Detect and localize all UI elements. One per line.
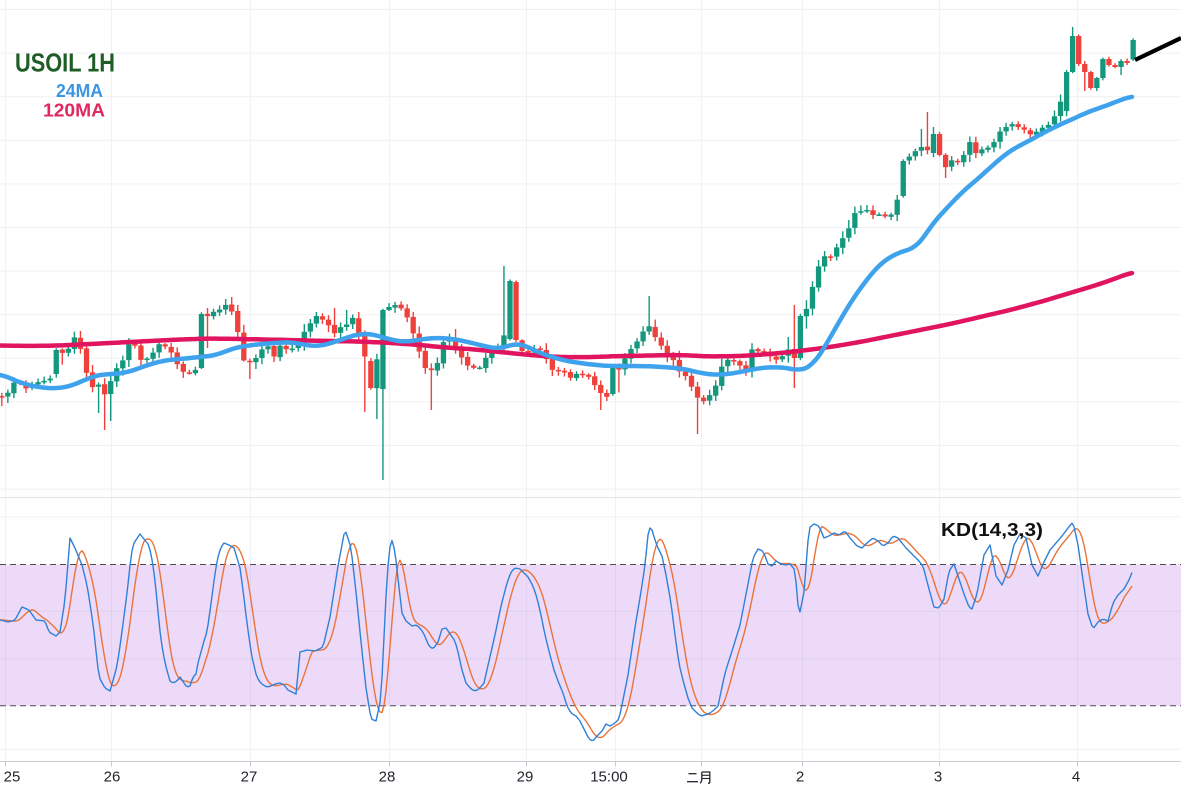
svg-text:USOIL 1H: USOIL 1H bbox=[15, 48, 115, 78]
svg-text:120MA: 120MA bbox=[43, 100, 105, 121]
svg-text:4: 4 bbox=[1072, 769, 1080, 786]
svg-text:2: 2 bbox=[796, 769, 804, 786]
svg-text:KD(14,3,3): KD(14,3,3) bbox=[941, 519, 1043, 540]
svg-text:29: 29 bbox=[517, 769, 534, 786]
svg-text:3: 3 bbox=[934, 769, 942, 786]
svg-text:27: 27 bbox=[241, 769, 258, 786]
svg-text:24MA: 24MA bbox=[56, 80, 103, 101]
svg-text:26: 26 bbox=[104, 769, 121, 786]
svg-text:28: 28 bbox=[379, 769, 396, 786]
svg-text:25: 25 bbox=[4, 769, 21, 786]
svg-text:15:00: 15:00 bbox=[590, 769, 628, 786]
